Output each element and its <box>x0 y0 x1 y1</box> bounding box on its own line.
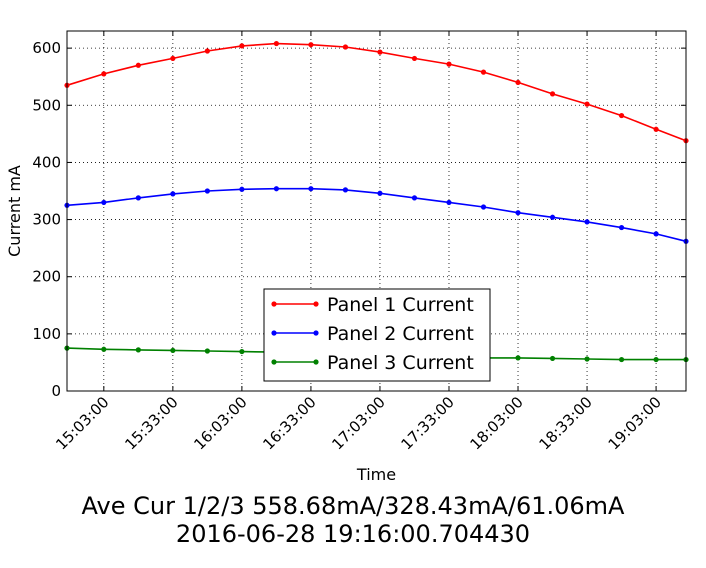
caption-timestamp: 2016-06-28 19:16:00.704430 <box>175 520 531 548</box>
data-point <box>204 48 210 54</box>
x-tick-label: 17:03:00 <box>328 393 388 453</box>
data-point <box>239 348 245 355</box>
axis-ticks: 0 100 200 300 400 500 600 15:03:00 15:33:00 16:03… <box>32 31 686 453</box>
data-point <box>239 186 245 192</box>
data-point <box>101 346 107 352</box>
legend-swatch-marker <box>271 301 277 307</box>
x-axis-title: Time <box>356 465 396 484</box>
legend: Panel 1 Current Panel 2 Current Panel 3 Cu… <box>263 288 491 382</box>
data-point <box>411 195 418 201</box>
data-point <box>515 355 521 361</box>
legend-swatch-marker <box>313 301 319 307</box>
y-tick-label: 500 <box>32 96 61 114</box>
data-point <box>170 347 176 354</box>
data-point <box>618 224 625 231</box>
legend-swatch-marker <box>313 330 319 336</box>
data-point <box>549 91 556 97</box>
data-point <box>342 187 349 193</box>
y-tick-label: 300 <box>32 211 61 229</box>
data-point <box>101 199 107 206</box>
data-point <box>377 49 383 55</box>
data-point <box>135 62 141 68</box>
data-point <box>308 42 314 48</box>
caption-average-current: Ave Cur 1/2/3 558.68mA/328.43mA/61.06mA <box>81 492 625 520</box>
y-axis-title: Current mA <box>5 165 24 257</box>
plot-area-frame <box>66 30 687 392</box>
y-tick-label: 100 <box>32 325 61 343</box>
y-tick-label: 0 <box>51 382 61 400</box>
data-point <box>480 69 487 75</box>
legend-entry-label: Panel 2 Current <box>327 323 474 345</box>
data-point <box>549 355 556 362</box>
x-tick-label: 19:03:00 <box>605 393 665 453</box>
x-tick-label: 15:33:00 <box>121 393 181 453</box>
x-tick-label: 18:33:00 <box>536 393 596 453</box>
data-point <box>204 188 210 194</box>
data-point <box>170 191 176 197</box>
data-point <box>342 44 349 50</box>
data-point <box>618 356 625 363</box>
x-tick-label: 18:03:00 <box>466 393 526 453</box>
series-2 <box>64 186 689 244</box>
grid-lines <box>67 31 686 391</box>
series-line <box>66 42 687 142</box>
data-point <box>239 43 245 49</box>
data-point <box>411 55 418 62</box>
y-tick-label: 600 <box>32 39 61 57</box>
data-point <box>377 190 383 196</box>
x-tick-label: 15:03:00 <box>52 393 112 453</box>
data-point <box>273 40 280 47</box>
series-1 <box>64 40 689 144</box>
legend-entry-label: Panel 3 Current <box>327 352 474 374</box>
data-point <box>135 195 141 201</box>
y-tick-label: 400 <box>32 153 61 171</box>
data-point <box>273 186 280 192</box>
legend-entry-label: Panel 1 Current <box>327 294 474 316</box>
data-point <box>584 356 590 362</box>
data-point <box>653 356 659 363</box>
x-tick-label: 17:33:00 <box>397 393 457 453</box>
data-point <box>204 348 210 354</box>
y-tick-label: 200 <box>32 268 61 286</box>
data-point <box>618 112 625 119</box>
legend-swatch-marker <box>313 359 319 365</box>
data-point <box>170 55 176 62</box>
data-point <box>101 71 107 77</box>
data-point <box>135 347 141 353</box>
x-tick-label: 16:33:00 <box>259 393 319 453</box>
data-point <box>480 204 487 210</box>
legend-swatch-marker <box>271 359 277 365</box>
x-tick-label: 16:03:00 <box>190 393 250 453</box>
data-point <box>515 79 521 86</box>
data-point <box>515 210 521 216</box>
series-layer <box>64 40 689 363</box>
data-point <box>446 61 452 67</box>
data-point <box>584 219 590 225</box>
data-point <box>653 126 659 132</box>
data-point <box>653 231 659 237</box>
data-point <box>308 186 314 192</box>
data-point <box>584 101 590 107</box>
data-point <box>549 214 556 220</box>
legend-swatch-marker <box>271 330 277 336</box>
series-line <box>66 187 687 243</box>
data-point <box>446 199 452 206</box>
